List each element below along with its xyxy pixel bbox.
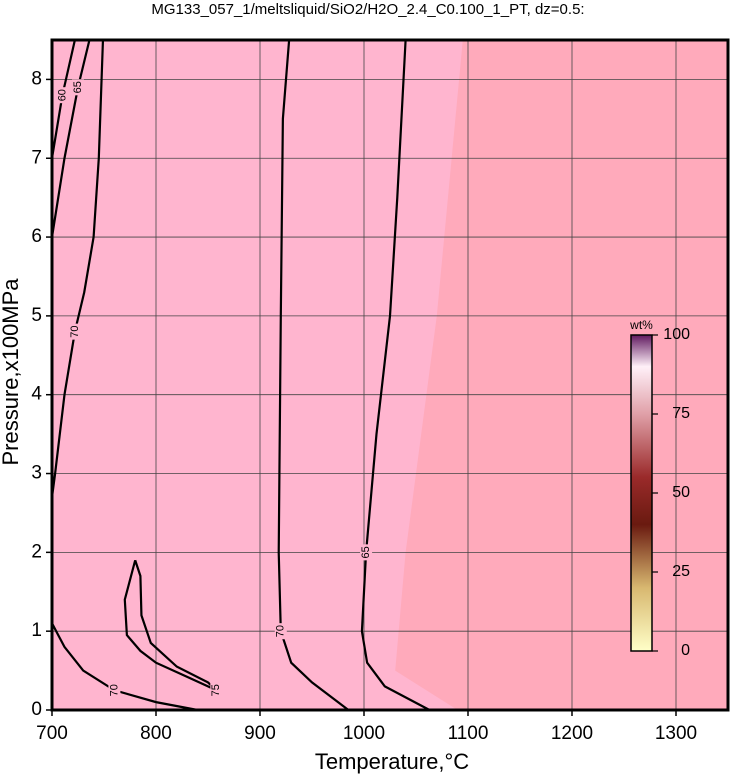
lighter-region: [52, 40, 463, 710]
chart-title: MG133_057_1/meltsliquid/SiO2/H2O_2.4_C0.…: [151, 1, 584, 18]
contour-label: 70: [69, 326, 81, 338]
contour-label-bg: [274, 623, 287, 640]
colorbar: [630, 334, 653, 652]
contour-label-bg: [56, 87, 69, 104]
plot-frame: [50, 38, 730, 712]
contour-label-bg: [360, 544, 373, 561]
contour-line: [277, 39, 350, 711]
x-tick-label: 700: [36, 723, 68, 744]
y-tick-label: 0: [31, 699, 42, 720]
y-tick-label: 4: [31, 384, 42, 405]
contour-line: [50, 39, 91, 238]
x-tick-label: 1300: [655, 723, 697, 744]
contour-label: 65: [360, 546, 372, 558]
y-tick-label: 1: [31, 620, 42, 641]
contour-label-bg: [68, 323, 81, 340]
x-tick-label: 1000: [343, 723, 385, 744]
colorbar-tick-label: 0: [681, 642, 690, 659]
contour-label-bg: [108, 682, 121, 699]
colorbar-tick-label: 25: [672, 563, 690, 580]
contour-label: 70: [108, 684, 120, 696]
y-tick-label: 8: [31, 68, 42, 89]
y-tick-label: 7: [31, 147, 42, 168]
contour-line: [50, 39, 105, 498]
contour-label: 60: [56, 89, 68, 101]
x-tick-label: 900: [244, 723, 276, 744]
colorbar-tick-label: 100: [663, 326, 690, 343]
colorbar-tick-label: 50: [672, 484, 690, 501]
y-tick-label: 2: [31, 541, 42, 562]
y-tick-label: 6: [31, 226, 42, 247]
contour-label: 70: [275, 625, 287, 637]
contour-label: 65: [72, 81, 84, 93]
colorbar-tick-label: 75: [672, 405, 690, 422]
contour-label: 75: [210, 684, 222, 696]
x-tick-label: 800: [140, 723, 172, 744]
x-tick-label: 1100: [448, 723, 489, 744]
y-axis-label: Pressure,x100MPa: [0, 278, 23, 466]
y-tick-label: 3: [31, 463, 42, 484]
x-axis-label: Temperature,°C: [315, 749, 469, 774]
contour-line: [51, 622, 198, 712]
contour-label-bg: [210, 682, 223, 699]
x-tick-label: 1200: [551, 723, 593, 744]
colorbar-label: wt%: [629, 318, 653, 332]
contour-label-bg: [72, 79, 84, 96]
y-tick-label: 5: [31, 305, 42, 326]
